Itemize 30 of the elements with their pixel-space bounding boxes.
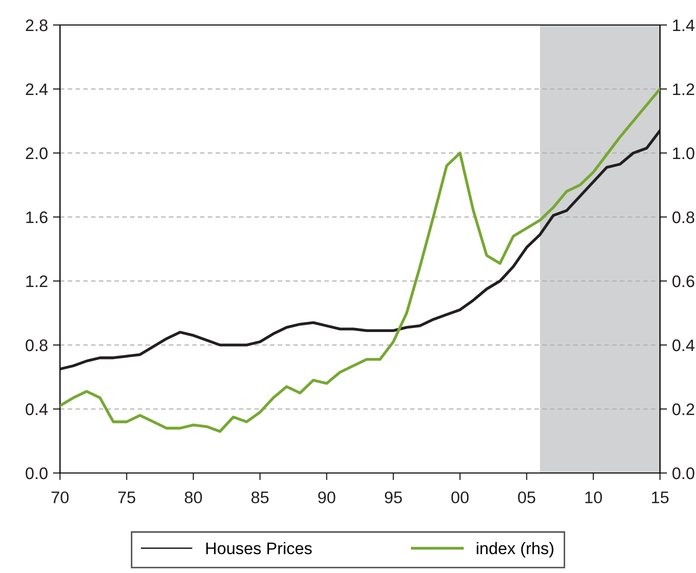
y2-tick-label: 0.0 xyxy=(672,467,694,480)
x-tick-label: 85 xyxy=(251,491,269,504)
y-tick-label: 0.0 xyxy=(26,467,48,480)
y-tick-label: 2.0 xyxy=(26,147,48,160)
x-tick-label: 05 xyxy=(518,491,536,504)
line-series xyxy=(60,88,660,433)
y-tick-label: 1.2 xyxy=(26,275,48,288)
y2-tick-label: 0.8 xyxy=(672,211,694,224)
legend-label: index (rhs) xyxy=(476,542,554,558)
x-tick-label: 90 xyxy=(318,491,336,504)
x-tick-label: 00 xyxy=(451,491,469,504)
x-tick-label: 15 xyxy=(652,492,669,504)
legend-label: Houses Prices xyxy=(206,542,312,554)
x-tick-label: 80 xyxy=(184,491,202,504)
x-tick-label: 95 xyxy=(384,491,402,504)
y-tick-label: 1.6 xyxy=(26,211,48,224)
y2-tick-label: 0.6 xyxy=(672,275,694,288)
y2-tick-label: 0.2 xyxy=(672,403,694,416)
y-tick-label: 2.4 xyxy=(26,83,48,96)
x-tick-label: 75 xyxy=(118,492,136,504)
y2-tick-label: 1.0 xyxy=(673,147,694,160)
x-tick-label: 70 xyxy=(52,491,69,504)
y-tick-label: 2.8 xyxy=(26,19,48,32)
x-tick-label: 10 xyxy=(585,491,602,504)
y2-tick-label: 1.4 xyxy=(673,20,694,32)
y2-tick-label: 0.4 xyxy=(672,339,694,352)
y-tick-label: 0.4 xyxy=(26,403,48,416)
y2-tick-label: 1.2 xyxy=(673,83,694,96)
line-series xyxy=(60,129,660,370)
y-tick-label: 0.8 xyxy=(26,339,48,352)
